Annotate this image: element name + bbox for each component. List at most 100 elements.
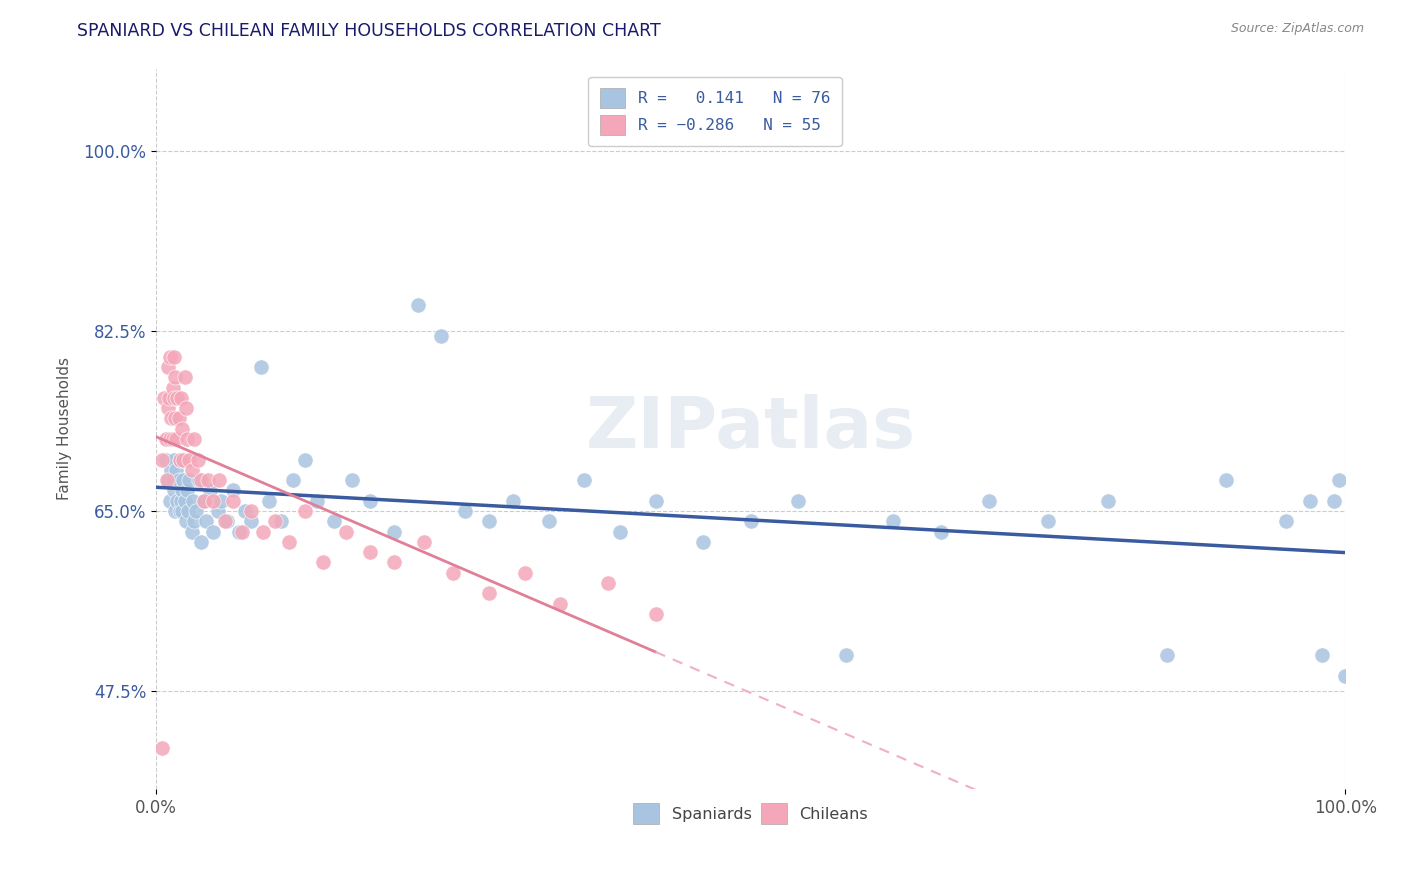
Point [166,493,188,508]
Point [207,504,229,518]
Point [179,473,201,487]
Point [412,535,434,549]
Point [214,514,236,528]
Point [335,524,357,539]
Point [222,483,245,498]
Point [176,432,198,446]
Point [596,576,619,591]
Point [163,391,186,405]
Point [294,452,316,467]
Point [163,452,186,467]
Point [249,359,271,374]
Point [172,422,194,436]
Point [174,401,197,416]
Point [478,514,501,528]
Point [172,452,194,467]
Point [163,370,186,384]
Point [162,380,184,394]
Point [550,597,572,611]
Point [162,432,184,446]
Point [502,493,524,508]
Point [150,740,173,755]
Point [156,473,179,487]
Point [1036,514,1059,528]
Point [1215,473,1237,487]
Point [159,493,181,508]
Point [609,524,631,539]
Point [231,524,253,539]
Point [217,514,239,528]
Point [156,401,179,416]
Point [159,350,181,364]
Point [977,493,1000,508]
Point [190,535,212,549]
Point [1097,493,1119,508]
Point [228,524,250,539]
Point [156,473,179,487]
Point [156,432,179,446]
Point [172,473,194,487]
Point [323,514,346,528]
Point [177,504,200,518]
Point [173,493,195,508]
Point [163,411,186,425]
Point [382,524,405,539]
Point [155,452,177,467]
Point [305,493,328,508]
Point [513,566,536,580]
Point [198,483,221,498]
Point [153,391,176,405]
Legend: Spaniards, Chileans: Spaniards, Chileans [623,792,879,835]
Point [222,493,245,508]
Point [176,483,198,498]
Point [252,524,274,539]
Point [183,514,205,528]
Point [180,463,202,477]
Point [1322,493,1344,508]
Point [278,535,301,549]
Point [172,483,194,498]
Point [294,504,316,518]
Point [454,504,477,518]
Y-axis label: Family Households: Family Households [58,357,72,500]
Point [240,514,263,528]
Point [180,524,202,539]
Point [644,607,666,621]
Point [190,473,212,487]
Point [174,514,197,528]
Point [1275,514,1298,528]
Point [150,452,173,467]
Point [157,391,180,405]
Point [165,432,187,446]
Point [156,359,179,374]
Point [160,411,183,425]
Point [478,586,501,600]
Point [183,432,205,446]
Point [342,473,364,487]
Point [193,493,215,508]
Point [187,473,209,487]
Point [835,648,858,662]
Point [430,329,453,343]
Point [169,504,191,518]
Point [181,493,204,508]
Text: Source: ZipAtlas.com: Source: ZipAtlas.com [1230,22,1364,36]
Point [170,391,193,405]
Point [194,514,217,528]
Point [202,524,225,539]
Point [270,514,292,528]
Point [159,432,181,446]
Point [163,504,186,518]
Point [208,473,231,487]
Point [359,545,381,559]
Point [167,411,190,425]
Point [1156,648,1178,662]
Point [882,514,904,528]
Point [1329,473,1351,487]
Point [311,556,333,570]
Point [163,483,186,498]
Point [187,452,209,467]
Point [163,350,186,364]
Point [1299,493,1322,508]
Point [193,493,215,508]
